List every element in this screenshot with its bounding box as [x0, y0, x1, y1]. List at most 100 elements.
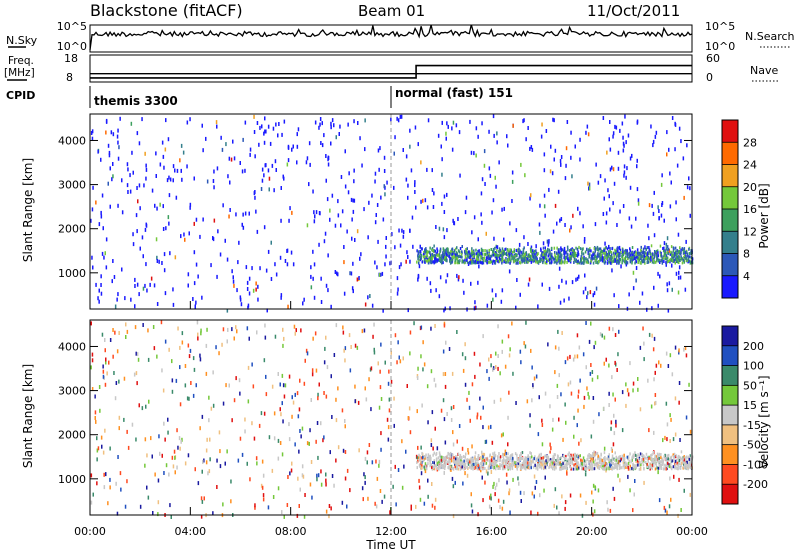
- scatter-cell: [239, 297, 242, 302]
- band-cell: [524, 258, 526, 262]
- band-cell: [477, 261, 479, 265]
- scatter-cell: [90, 500, 93, 505]
- scatter-cell: [219, 464, 222, 469]
- band-cell: [528, 253, 530, 257]
- scatter-cell: [291, 395, 293, 400]
- band-cell: [452, 251, 454, 254]
- band-cell: [468, 460, 471, 464]
- scatter-cell: [388, 397, 391, 402]
- scatter-cell: [330, 506, 332, 511]
- band-cell: [683, 463, 686, 467]
- scatter-cell: [244, 168, 246, 173]
- scatter-cell: [306, 223, 309, 228]
- scatter-cell: [301, 426, 304, 431]
- scatter-cell: [226, 257, 229, 262]
- band-cell: [651, 467, 653, 471]
- scatter-cell: [374, 501, 376, 506]
- scatter-cell: [116, 134, 119, 139]
- scatter-cell: [344, 419, 346, 423]
- band-cell: [628, 251, 630, 255]
- band-cell: [459, 465, 461, 469]
- scatter-cell: [189, 348, 192, 353]
- band-cell: [449, 251, 451, 255]
- band-cell: [685, 256, 687, 260]
- scatter-cell: [102, 364, 104, 369]
- scatter-cell: [525, 320, 527, 325]
- band-cell: [441, 259, 443, 262]
- band-cell: [670, 258, 673, 262]
- band-cell: [557, 254, 560, 258]
- band-cell: [568, 451, 570, 455]
- scatter-cell: [679, 438, 681, 442]
- band-cell: [650, 244, 653, 248]
- scatter-cell: [593, 302, 596, 307]
- band-cell: [622, 250, 624, 253]
- band-cell: [540, 258, 542, 261]
- scatter-cell: [337, 386, 339, 391]
- scatter-cell: [650, 124, 652, 129]
- cpid-panel: CPID themis 3300 normal (fast) 151: [6, 86, 513, 108]
- scatter-cell: [319, 211, 321, 216]
- scatter-cell: [126, 429, 128, 434]
- band-cell: [643, 454, 645, 458]
- band-cell: [599, 247, 602, 251]
- band-cell: [476, 257, 478, 261]
- scatter-cell: [657, 271, 659, 276]
- scatter-cell: [157, 478, 160, 483]
- scatter-cell: [626, 388, 629, 393]
- scatter-cell: [344, 149, 346, 154]
- scatter-cell: [590, 434, 593, 439]
- scatter-cell: [269, 141, 272, 146]
- band-cell: [608, 453, 610, 457]
- band-cell: [628, 255, 630, 259]
- scatter-cell: [353, 119, 355, 124]
- scatter-cell: [445, 136, 447, 141]
- band-cell: [588, 255, 590, 259]
- scatter-cell: [543, 488, 545, 493]
- scatter-cell: [488, 376, 490, 381]
- scatter-cell: [261, 459, 264, 464]
- date-label: 11/Oct/2011: [587, 2, 680, 20]
- band-cell: [557, 455, 559, 459]
- scatter-cell: [220, 135, 222, 140]
- scatter-cell: [625, 262, 628, 267]
- band-cell: [479, 253, 482, 257]
- scatter-cell: [441, 201, 443, 206]
- band-cell: [643, 254, 646, 258]
- scatter-cell: [612, 486, 614, 491]
- band-cell: [496, 257, 498, 260]
- scatter-cell: [653, 285, 655, 290]
- band-cell: [674, 261, 676, 265]
- scatter-cell: [320, 276, 322, 281]
- scatter-cell: [216, 124, 218, 129]
- band-cell: [507, 452, 509, 456]
- band-cell: [617, 249, 619, 253]
- band-cell: [587, 258, 589, 262]
- band-cell: [459, 247, 462, 250]
- band-cell: [486, 458, 489, 462]
- band-cell: [674, 257, 677, 261]
- band-cell: [603, 467, 606, 471]
- scatter-cell: [523, 118, 525, 123]
- band-cell: [466, 465, 468, 469]
- scatter-cell: [658, 209, 660, 213]
- cpid-segment-themis: themis 3300: [94, 94, 178, 108]
- band-cell: [501, 259, 504, 263]
- band-cell: [518, 247, 520, 251]
- band-cell: [545, 249, 547, 253]
- scatter-cell: [504, 364, 507, 369]
- band-cell: [639, 463, 641, 467]
- scatter-cell: [193, 367, 196, 372]
- band-cell: [689, 255, 691, 259]
- band-cell: [614, 248, 616, 252]
- scatter-cell: [301, 464, 304, 469]
- band-cell: [652, 253, 654, 257]
- band-cell: [614, 258, 617, 262]
- scatter-cell: [373, 347, 375, 352]
- scatter-cell: [192, 393, 195, 398]
- scatter-cell: [592, 499, 594, 504]
- band-cell: [620, 250, 622, 254]
- scatter-cell: [409, 228, 411, 233]
- scatter-cell: [100, 291, 103, 296]
